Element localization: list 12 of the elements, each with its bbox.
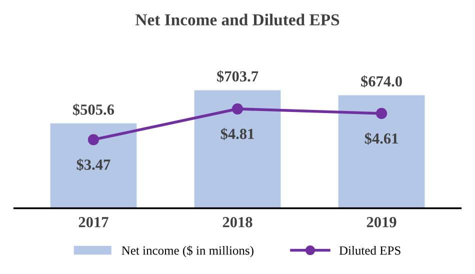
data-label: $674.0 xyxy=(361,75,402,88)
data-label: $505.6 xyxy=(73,104,114,116)
data-label: $4.81 xyxy=(220,128,254,140)
x-tick-label: 2019 xyxy=(366,217,396,228)
legend-label: Net income ($ in millions) xyxy=(122,246,254,258)
x-tick-label: 2017 xyxy=(78,217,108,228)
x-tick-label: 2018 xyxy=(222,217,252,228)
data-label: $703.7 xyxy=(217,70,258,83)
data-label: $4.61 xyxy=(364,132,398,145)
legend-label: Diluted EPS xyxy=(339,246,400,255)
chart-title: Net Income and Diluted EPS xyxy=(136,14,340,26)
data-label: $3.47 xyxy=(76,158,110,171)
